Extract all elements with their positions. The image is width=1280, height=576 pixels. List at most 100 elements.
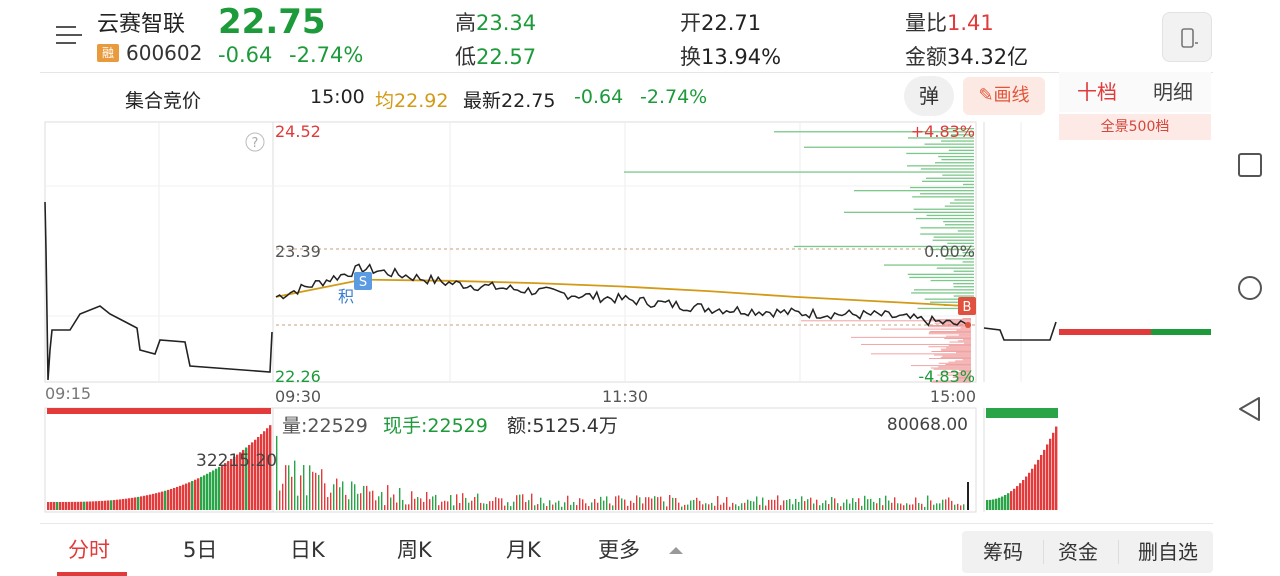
volume-bar	[825, 500, 827, 510]
tab-intraday[interactable]: 分时	[68, 538, 110, 562]
stat-vol-ratio-label: 量比	[905, 11, 947, 35]
depth-bid-bar	[960, 327, 971, 329]
draw-line-button[interactable]: ✎画线	[963, 77, 1045, 115]
depth-bid-bar	[946, 347, 971, 349]
back-triangle-icon[interactable]	[1236, 395, 1264, 423]
volume-bar	[537, 504, 539, 510]
volume-bar-closing	[967, 482, 969, 510]
pre-volume-bar	[266, 428, 269, 510]
volume-bar	[897, 503, 899, 510]
stat-low: 低22.57	[455, 41, 536, 71]
volume-bar	[681, 506, 683, 510]
depth-ask-bar	[906, 165, 974, 167]
funds-button[interactable]: 资金	[1058, 540, 1098, 564]
full-view-button[interactable]: 全景500档	[1059, 114, 1211, 140]
post-volume-bar	[1016, 486, 1019, 510]
depth-ask-bar	[957, 230, 974, 232]
volume-bar	[390, 497, 392, 510]
volume-bar	[747, 499, 749, 510]
depth-bid-bar	[962, 359, 971, 361]
tab-daily-k[interactable]: 日K	[290, 538, 325, 562]
depth-ask-bar	[884, 264, 974, 266]
hand-label: 现手:22529	[383, 415, 488, 437]
action-button-group	[962, 531, 1213, 573]
circle-icon[interactable]	[1236, 274, 1264, 302]
price-panel-frame	[44, 121, 977, 383]
depth-ask-bar	[926, 214, 974, 217]
depth-ask-bar	[910, 186, 974, 189]
volume-bar	[483, 503, 485, 510]
volume-bars	[276, 435, 969, 510]
volume-bar	[696, 497, 698, 510]
depth-bid-bar	[964, 342, 971, 344]
volume-bar	[288, 465, 290, 510]
volume-bar	[444, 500, 446, 510]
pre-volume-bar	[200, 476, 203, 510]
time-pre-label: 09:15	[45, 384, 91, 403]
stat-open: 开22.71	[680, 7, 761, 37]
depth-ask-bar	[962, 261, 974, 263]
volume-bar	[396, 502, 398, 510]
menu-icon[interactable]	[56, 22, 82, 48]
volume-bar	[339, 487, 341, 510]
volume-bar	[552, 504, 554, 510]
pre-volume-bar	[134, 497, 137, 510]
intraday-chart[interactable]: S 积 B ? 24.52 +4.83% 23.39 0.00% 22.26 -…	[0, 118, 1059, 528]
volume-bar	[381, 492, 383, 510]
volume-bar	[714, 505, 716, 510]
volume-bar	[414, 498, 416, 510]
time-mid-label: 11:30	[602, 387, 648, 406]
depth-bid-bar	[928, 358, 971, 360]
depth-bid-bar	[911, 365, 971, 367]
post-volume-bar	[1022, 480, 1025, 510]
volume-bar	[645, 497, 647, 510]
depth-bid-bar	[930, 367, 971, 369]
pre-volume-bar	[68, 501, 71, 510]
auction-latest: 最新22.75	[463, 86, 555, 113]
auction-avg-label: 均	[375, 90, 395, 112]
sell-marker[interactable]	[354, 272, 372, 290]
stat-high-value: 23.34	[476, 11, 537, 35]
depth-bid-bar	[960, 371, 971, 372]
buy-marker[interactable]	[958, 297, 976, 315]
depth-ask-bar	[917, 307, 974, 310]
help-icon[interactable]	[245, 132, 265, 152]
chips-button[interactable]: 筹码	[983, 540, 1023, 564]
volume-bar	[885, 495, 887, 510]
volume-bar	[603, 500, 605, 510]
pre-volume-bar	[173, 487, 176, 510]
volume-bar	[843, 502, 845, 510]
depth-bid-bar	[963, 339, 971, 341]
tab-weekly-k[interactable]: 周K	[397, 538, 432, 562]
depth-bid-bar	[940, 356, 971, 358]
triangle-up-icon[interactable]	[668, 545, 684, 555]
stat-open-value: 22.71	[701, 11, 762, 35]
tab-level10[interactable]: 十档	[1077, 80, 1117, 104]
volume-bar	[813, 503, 815, 510]
depth-ask-bar	[950, 134, 974, 136]
pre-volume-bar	[131, 497, 134, 510]
tab-detail[interactable]: 明细	[1153, 80, 1193, 104]
volume-bar	[360, 493, 362, 510]
volume-bar	[513, 501, 515, 510]
volume-bar	[426, 491, 428, 510]
square-icon[interactable]	[1236, 151, 1264, 179]
volume-bar	[276, 435, 278, 510]
remove-watchlist-button[interactable]: 删自选	[1138, 540, 1198, 564]
pre-volume-bar	[101, 500, 104, 510]
volume-bar	[588, 506, 590, 510]
pre-volume-bar	[71, 501, 74, 510]
volume-bar	[459, 503, 461, 510]
tab-5day[interactable]: 5日	[183, 538, 218, 562]
tab-more[interactable]: 更多	[598, 538, 640, 562]
post-volume-bar	[1034, 464, 1037, 510]
phone-button[interactable]	[1162, 12, 1212, 62]
auction-latest-label: 最新	[463, 90, 502, 112]
pre-volume-bar	[149, 494, 152, 510]
depth-bid-bar	[958, 369, 971, 371]
pre-volume-bar	[167, 489, 170, 510]
danmu-button[interactable]: 弹	[904, 76, 954, 116]
tab-monthly-k[interactable]: 月K	[506, 538, 541, 562]
depth-ask-bar	[920, 227, 974, 229]
depth-bid-bar	[944, 338, 971, 339]
